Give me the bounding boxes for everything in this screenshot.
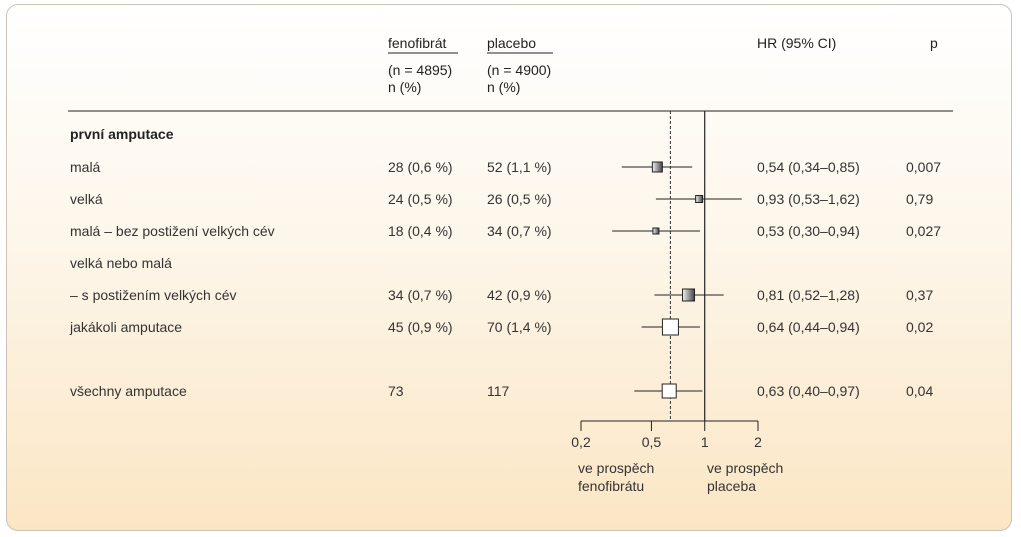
row-label: všechny amputace	[70, 383, 187, 399]
tick-label-1: 1	[701, 434, 709, 450]
row-feno: 18 (0,4 %)	[388, 223, 453, 239]
favours-placebo-line1: ve prospěch	[707, 460, 783, 476]
row-plac: 52 (1,1 %)	[487, 159, 552, 175]
row-plac: 70 (1,4 %)	[487, 319, 552, 335]
hr-point-box	[651, 161, 663, 173]
row-plac: 117	[487, 383, 510, 399]
row-plac: 26 (0,5 %)	[487, 191, 552, 207]
hr-point-box	[661, 383, 677, 399]
row-label: velká nebo malá	[70, 255, 172, 271]
row-p: 0,37	[906, 287, 933, 303]
row-hr: 0,64 (0,44–0,94)	[757, 319, 860, 335]
header-fenofibrat-n: (n = 4895)	[388, 62, 452, 78]
header-fenofibrat: fenofibrát	[388, 35, 446, 51]
plot-area	[580, 111, 759, 431]
row-p: 0,02	[906, 319, 933, 335]
hr-point-box	[652, 227, 660, 235]
tick-label-2: 2	[754, 434, 762, 450]
row-feno: 24 (0,5 %)	[388, 191, 453, 207]
row-label: velká	[70, 191, 103, 207]
row-plac: 42 (0,9 %)	[487, 287, 552, 303]
section-title: první amputace	[70, 126, 174, 142]
row-feno: 73	[388, 383, 404, 399]
row-p: 0,007	[906, 159, 941, 175]
row-hr: 0,93 (0,53–1,62)	[757, 191, 860, 207]
row-plac: 34 (0,7 %)	[487, 223, 552, 239]
figure-panel	[6, 4, 1012, 531]
row-hr: 0,63 (0,40–0,97)	[757, 383, 860, 399]
header-p: p	[930, 35, 938, 51]
header-placebo-unit: n (%)	[487, 79, 520, 95]
hr-point-box	[661, 318, 679, 336]
row-feno: 28 (0,6 %)	[388, 159, 453, 175]
row-label: – s postižením velkých cév	[70, 287, 237, 303]
favours-placebo-line2: placeba	[707, 478, 756, 494]
row-hr: 0,81 (0,52–1,28)	[757, 287, 860, 303]
row-label: malá	[70, 159, 101, 175]
header-placebo: placebo	[487, 35, 536, 51]
row-hr: 0,53 (0,30–0,94)	[757, 223, 860, 239]
favours-fenofibrat-line1: ve prospěch	[578, 460, 654, 476]
row-p: 0,027	[906, 223, 941, 239]
row-feno: 34 (0,7 %)	[388, 287, 453, 303]
hr-point-box	[695, 195, 704, 203]
row-p: 0,04	[906, 383, 933, 399]
row-label: malá – bez postižení velkých cév	[70, 223, 275, 239]
row-hr: 0,54 (0,34–0,85)	[757, 159, 860, 175]
header-hr: HR (95% CI)	[757, 35, 836, 51]
header-fenofibrat-unit: n (%)	[388, 79, 421, 95]
hr-point-box	[682, 288, 696, 302]
tick-label-0-5: 0,5	[642, 434, 662, 450]
row-p: 0,79	[906, 191, 933, 207]
header-placebo-n: (n = 4900)	[487, 62, 551, 78]
row-label: jakákoli amputace	[69, 319, 182, 335]
favours-fenofibrat-line2: fenofibrátu	[578, 478, 644, 494]
table-rows: malá 28 (0,6 %) 52 (1,1 %) 0,54 (0,34–0,85)…	[69, 159, 941, 399]
tick-label-0-2: 0,2	[571, 434, 591, 450]
row-feno: 45 (0,9 %)	[388, 319, 453, 335]
